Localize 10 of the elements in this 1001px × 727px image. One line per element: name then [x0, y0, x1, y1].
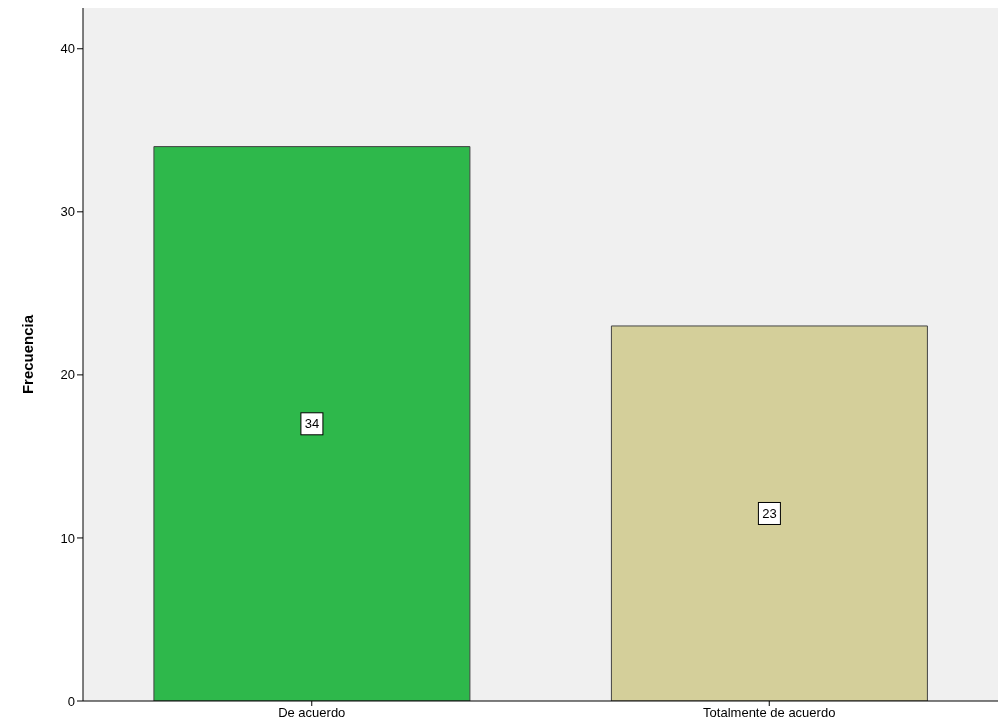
y-tick-label: 30 [60, 204, 75, 220]
data-label: 34 [304, 416, 320, 432]
y-tick-label: 10 [60, 530, 75, 546]
y-tick-label: 40 [60, 41, 75, 57]
x-tick-label: De acuerdo [278, 705, 346, 721]
y-axis-title: Frecuencia [19, 314, 37, 395]
x-tick-label: Totalmente de acuerdo [703, 705, 836, 721]
y-tick-label: 20 [60, 367, 75, 383]
data-label: 23 [762, 505, 777, 521]
y-tick-label: 0 [67, 693, 75, 709]
